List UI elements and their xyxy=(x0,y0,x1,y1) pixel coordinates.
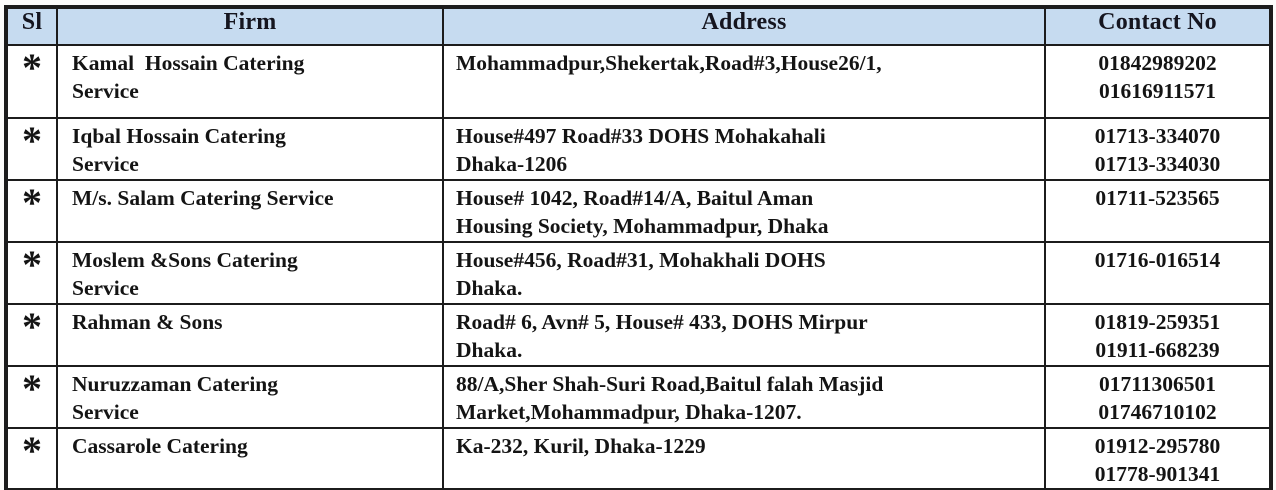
contact-cell: 01713-334070 01713-334030 xyxy=(1044,117,1272,181)
firm-cell: M/s. Salam Catering Service xyxy=(56,179,444,243)
contact-number: 01778-901341 xyxy=(1094,462,1221,486)
table-row: * M/s. Salam Catering Service House# 104… xyxy=(5,179,1272,243)
firm-line: Cassarole Catering xyxy=(72,434,248,458)
address-line: 88/A,Sher Shah-Suri Road,Baitul falah Ma… xyxy=(456,372,884,396)
table-row: * Kamal Hossain Catering Service Mohammad… xyxy=(5,44,1272,119)
firm-line: Rahman & Sons xyxy=(72,310,223,334)
address-line: Mohammadpur,Shekertak,Road#3,House26/1, xyxy=(456,51,882,75)
firm-cell: Nuruzzaman Catering Service xyxy=(56,365,444,429)
address-cell: Ka-232, Kuril, Dhaka-1229 xyxy=(442,427,1046,490)
address-cell: 88/A,Sher Shah-Suri Road,Baitul falah Ma… xyxy=(442,365,1046,429)
address-line: Road# 6, Avn# 5, House# 433, DOHS Mirpur xyxy=(456,310,868,334)
asterisk-marker: * xyxy=(22,304,42,349)
sl-cell: * xyxy=(5,241,58,305)
address-line: Dhaka. xyxy=(456,338,523,362)
col-header-contact-no: Contact No xyxy=(1044,6,1272,46)
table-row: * Nuruzzaman Catering Service 88/A,Sher S… xyxy=(5,365,1272,429)
contact-cell: 01711-523565 xyxy=(1044,179,1272,243)
firm-line: Iqbal Hossain Catering xyxy=(72,124,286,148)
contact-number: 01713-334030 xyxy=(1094,152,1221,176)
contact-cell: 01716-016514 xyxy=(1044,241,1272,305)
firm-line: Kamal Hossain Catering xyxy=(72,51,305,75)
firm-line: Service xyxy=(72,400,139,424)
contact-cell: 01842989202 01616911571 xyxy=(1044,44,1272,119)
sl-cell: * xyxy=(5,427,58,490)
firm-line: Nuruzzaman Catering xyxy=(72,372,279,396)
asterisk-marker: * xyxy=(22,45,42,90)
col-header-address: Address xyxy=(442,6,1046,46)
firm-cell: Iqbal Hossain Catering Service xyxy=(56,117,444,181)
contact-number: 01912-295780 xyxy=(1094,434,1221,458)
contact-number: 01842989202 xyxy=(1098,51,1217,75)
firm-line: M/s. Salam Catering Service xyxy=(72,186,334,210)
address-line: Housing Society, Mohammadpur, Dhaka xyxy=(456,214,829,238)
sl-cell: * xyxy=(5,365,58,429)
table-row: * Rahman & Sons Road# 6, Avn# 5, House# … xyxy=(5,303,1272,367)
contact-number: 01711306501 xyxy=(1098,372,1217,396)
sl-cell: * xyxy=(5,117,58,181)
address-cell: House#497 Road#33 DOHS Mohakahali Dhaka-1… xyxy=(442,117,1046,181)
address-line: House# 1042, Road#14/A, Baitul Aman xyxy=(456,186,814,210)
table-row: * Iqbal Hossain Catering Service House#49… xyxy=(5,117,1272,181)
address-line: Market,Mohammadpur, Dhaka-1207. xyxy=(456,400,802,424)
col-header-firm: Firm xyxy=(56,6,444,46)
asterisk-marker: * xyxy=(22,428,42,473)
table-row: * Cassarole Catering Ka-232, Kuril, Dhak… xyxy=(5,427,1272,490)
address-line: Dhaka. xyxy=(456,276,523,300)
firm-cell: Rahman & Sons xyxy=(56,303,444,367)
sl-cell: * xyxy=(5,179,58,243)
firm-cell: Cassarole Catering xyxy=(56,427,444,490)
address-line: Dhaka-1206 xyxy=(456,152,568,176)
contact-cell: 01819-259351 01911-668239 xyxy=(1044,303,1272,367)
col-header-sl: Sl xyxy=(5,6,58,46)
contact-number: 01746710102 xyxy=(1098,400,1217,424)
firm-cell: Moslem &Sons Catering Service xyxy=(56,241,444,305)
catering-firms-table: Sl Firm Address Contact No * Kamal Hossa… xyxy=(4,5,1273,490)
sl-cell: * xyxy=(5,44,58,119)
asterisk-marker: * xyxy=(22,118,42,163)
address-line: Ka-232, Kuril, Dhaka-1229 xyxy=(456,434,706,458)
firm-cell: Kamal Hossain Catering Service xyxy=(56,44,444,119)
table-row: * Moslem &Sons Catering Service House#456… xyxy=(5,241,1272,305)
contact-number: 01819-259351 xyxy=(1094,310,1221,334)
sl-cell: * xyxy=(5,303,58,367)
contact-number: 01911-668239 xyxy=(1095,338,1220,362)
firm-line: Service xyxy=(72,276,139,300)
asterisk-marker: * xyxy=(22,242,42,287)
header-row: Sl Firm Address Contact No xyxy=(5,6,1272,46)
contact-cell: 01711306501 01746710102 xyxy=(1044,365,1272,429)
address-cell: Mohammadpur,Shekertak,Road#3,House26/1, xyxy=(442,44,1046,119)
contact-number: 01716-016514 xyxy=(1094,248,1221,272)
address-line: House#456, Road#31, Mohakhali DOHS xyxy=(456,248,826,272)
address-cell: Road# 6, Avn# 5, House# 433, DOHS Mirpur… xyxy=(442,303,1046,367)
address-cell: House#456, Road#31, Mohakhali DOHS Dhaka. xyxy=(442,241,1046,305)
contact-number: 01713-334070 xyxy=(1094,124,1221,148)
firm-line: Service xyxy=(72,79,139,103)
address-cell: House# 1042, Road#14/A, Baitul Aman Housi… xyxy=(442,179,1046,243)
firm-line: Service xyxy=(72,152,139,176)
contact-number: 01711-523565 xyxy=(1095,186,1220,210)
asterisk-marker: * xyxy=(22,366,42,411)
contact-number: 01616911571 xyxy=(1098,79,1217,103)
address-line: House#497 Road#33 DOHS Mohakahali xyxy=(456,124,826,148)
contact-cell: 01912-295780 01778-901341 xyxy=(1044,427,1272,490)
firm-line: Moslem &Sons Catering xyxy=(72,248,298,272)
asterisk-marker: * xyxy=(22,180,42,225)
